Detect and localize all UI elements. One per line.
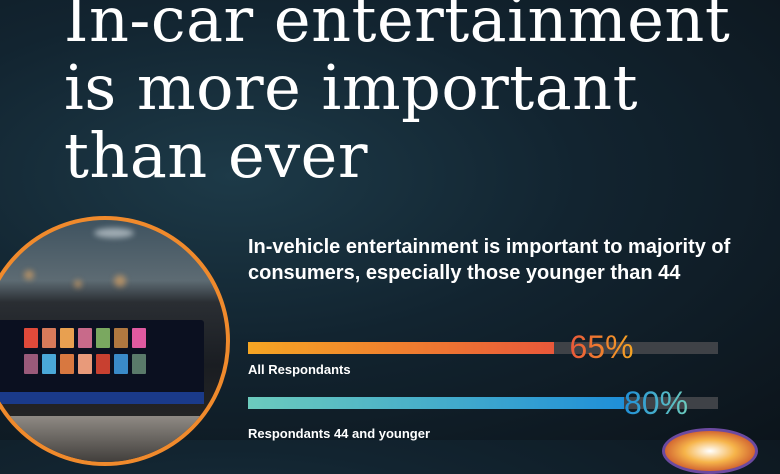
infotainment-screen [0,320,204,404]
category-label-44-and-younger: Respondants 44 and younger [248,426,431,441]
category-label-all-respondants: All Respondants [248,362,351,377]
bar-44-and-younger [248,397,624,409]
value-label-all-respondants: 65% [569,329,634,365]
headline: In-car entertainment is more important t… [64,0,730,190]
bar-all-respondants [248,342,554,354]
car-infotainment-photo [0,216,230,466]
value-label-44-and-younger: 80% [624,385,689,421]
headline-line: than ever [64,119,368,192]
chart-subtitle: In-vehicle entertainment is important to… [248,236,731,284]
decorative-orb-image [662,428,758,474]
bar-track-all-respondants [248,342,718,354]
bar-track-44-and-younger [248,397,718,409]
headline-line: is more important [64,51,639,124]
headline-line: In-car entertainment [64,0,731,56]
